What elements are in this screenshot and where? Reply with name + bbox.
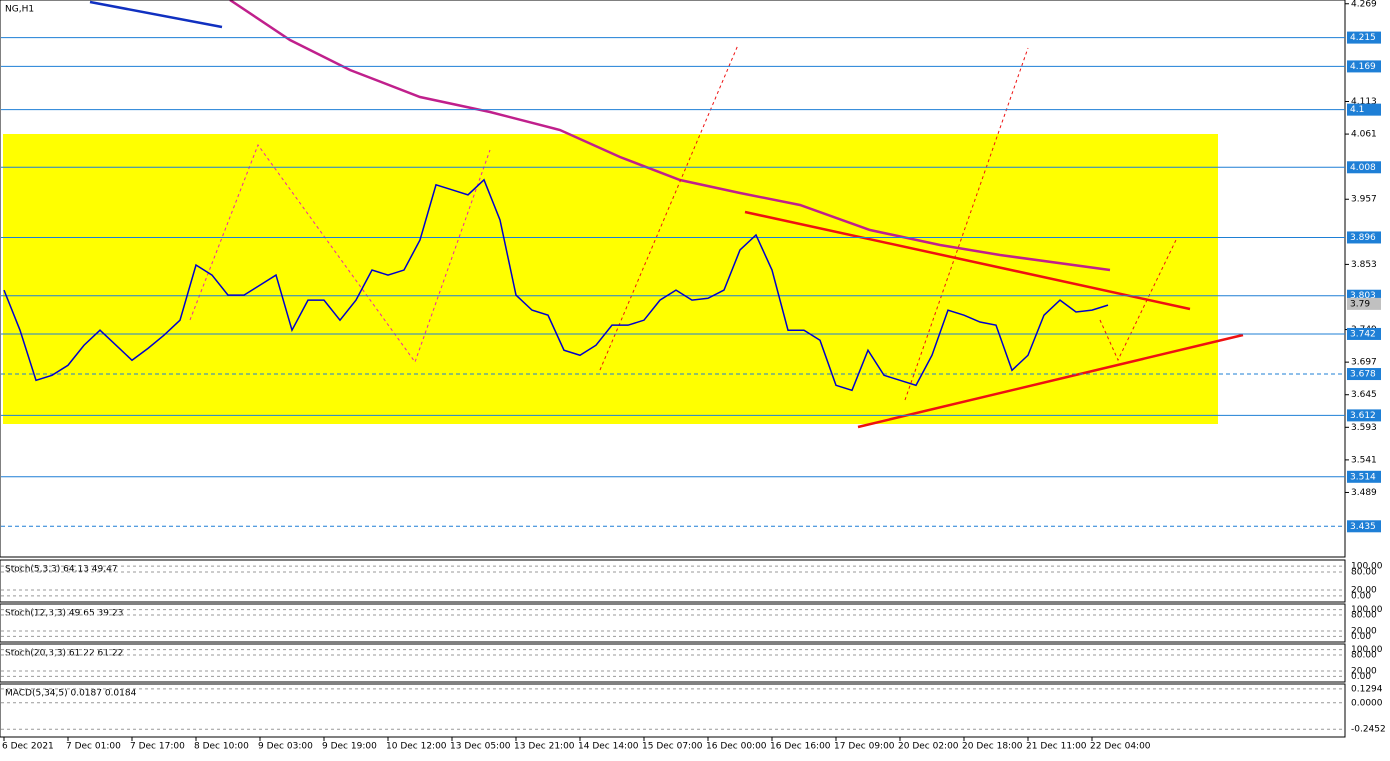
level-label: 4.169	[1350, 62, 1376, 72]
y-tick-label: 100.00	[1351, 562, 1383, 572]
x-tick-label: 16 Dec 16:00	[770, 742, 831, 752]
pane-title: Stoch(5,3,3) 64.13 49.47	[5, 565, 118, 575]
y-tick-label: 4.061	[1351, 130, 1377, 140]
x-tick-label: 15 Dec 07:00	[642, 742, 703, 752]
y-tick-label: 20.00	[1351, 585, 1377, 595]
level-label-bg	[1347, 161, 1381, 174]
level-label: 3.678	[1350, 370, 1376, 380]
y-tick-label: 3.697	[1351, 358, 1377, 368]
y-tick-label: 3.645	[1351, 390, 1377, 400]
level-label: 3.612	[1350, 411, 1376, 421]
x-tick-label: 22 Dec 04:00	[1090, 742, 1151, 752]
x-tick-label: 10 Dec 12:00	[386, 742, 447, 752]
y-tick-label: 4.269	[1351, 0, 1377, 9]
projection	[1099, 239, 1177, 362]
y-tick-label: -0.2452	[1351, 725, 1386, 735]
level-label-bg	[1347, 409, 1381, 422]
level-label: 4.1	[1350, 105, 1364, 115]
x-tick-label: 17 Dec 09:00	[834, 742, 895, 752]
y-tick-label: 100.00	[1351, 605, 1383, 615]
x-tick-label: 8 Dec 10:00	[194, 742, 249, 752]
y-tick-label: 20.00	[1351, 627, 1377, 637]
x-tick-label: 16 Dec 00:00	[706, 742, 767, 752]
x-tick-label: 9 Dec 19:00	[322, 742, 377, 752]
x-tick-label: 7 Dec 01:00	[66, 742, 121, 752]
x-tick-label: 13 Dec 21:00	[514, 742, 575, 752]
y-tick-label: 3.593	[1351, 423, 1377, 433]
y-tick-label: 80.00	[1351, 568, 1377, 578]
level-label-bg	[1347, 520, 1381, 533]
x-tick-label: 20 Dec 02:00	[898, 742, 959, 752]
y-tick-label: 20.00	[1351, 667, 1377, 677]
level-label-bg	[1347, 60, 1381, 73]
level-label: 3.742	[1350, 329, 1376, 339]
level-label-bg	[1347, 31, 1381, 44]
y-tick-label: 3.489	[1351, 488, 1377, 498]
y-tick-label: 0.00	[1351, 632, 1371, 642]
y-tick-label: 0.00	[1351, 672, 1371, 682]
resistance-line	[744, 210, 1191, 311]
y-tick-label: 4.113	[1351, 97, 1377, 107]
price-line	[3, 178, 1109, 392]
level-label-bg	[1347, 368, 1381, 381]
support-line	[857, 333, 1244, 429]
level-label: 3.803	[1350, 291, 1376, 301]
y-tick-label: 3.853	[1351, 260, 1377, 270]
x-tick-label: 6 Dec 2021	[2, 742, 54, 752]
x-tick-label: 21 Dec 11:00	[1026, 742, 1087, 752]
pane-title: Stoch(12,3,3) 49.65 39.23	[5, 609, 123, 619]
level-label: 4.215	[1350, 33, 1376, 43]
y-tick-label: 80.00	[1351, 650, 1377, 660]
level-label: 3.896	[1350, 233, 1376, 243]
trend-line	[89, 0, 223, 29]
y-tick-label: 100.00	[1351, 645, 1383, 655]
x-tick-label: 20 Dec 18:00	[962, 742, 1023, 752]
y-tick-label: 80.00	[1351, 610, 1377, 620]
y-tick-label: 3.957	[1351, 195, 1377, 205]
projection	[904, 47, 1029, 401]
pane-frame	[0, 603, 1346, 643]
projections	[189, 44, 1177, 401]
x-tick-label: 7 Dec 17:00	[130, 742, 185, 752]
pane-title: MACD(5,34,5) 0.0187 0.0184	[5, 689, 137, 699]
level-label-bg	[1347, 103, 1381, 116]
pane-frame	[0, 683, 1346, 738]
chart-title: NG,H1	[5, 5, 34, 15]
moving-average	[229, 0, 1111, 272]
x-tick-label: 9 Dec 03:00	[258, 742, 313, 752]
last-price-bg	[1347, 297, 1381, 310]
level-label-bg	[1347, 327, 1381, 340]
level-label: 3.514	[1350, 472, 1376, 482]
y-tick-label: 0.1294	[1351, 684, 1383, 694]
pane-frame	[0, 559, 1346, 603]
y-tick-label: 0.0000	[1351, 698, 1383, 708]
y-tick-label: 0.00	[1351, 591, 1371, 601]
range-box	[3, 134, 1218, 424]
x-tick-label: 14 Dec 14:00	[578, 742, 639, 752]
level-label: 4.008	[1350, 163, 1376, 173]
last-price: 3.79	[1350, 299, 1370, 309]
projection	[599, 44, 739, 371]
level-label-bg	[1347, 231, 1381, 244]
x-tick-label: 13 Dec 05:00	[450, 742, 511, 752]
y-tick-label: 3.541	[1351, 455, 1377, 465]
main-frame	[0, 0, 1346, 558]
level-label: 3.435	[1350, 522, 1376, 532]
pane-frame	[0, 643, 1346, 683]
pane-title: Stoch(20,3,3) 61.22 61.22	[5, 649, 123, 659]
level-label-bg	[1347, 470, 1381, 483]
